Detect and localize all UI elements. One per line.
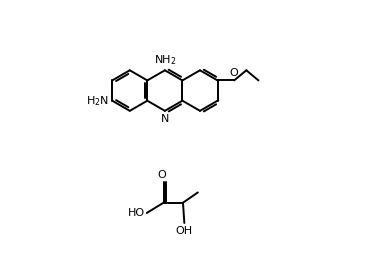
Text: H$_2$N: H$_2$N xyxy=(86,94,109,108)
Text: O: O xyxy=(157,170,166,180)
Text: NH$_2$: NH$_2$ xyxy=(154,53,176,67)
Text: O: O xyxy=(230,68,238,78)
Text: N: N xyxy=(161,114,169,124)
Text: HO: HO xyxy=(128,208,145,218)
Text: OH: OH xyxy=(176,226,193,236)
